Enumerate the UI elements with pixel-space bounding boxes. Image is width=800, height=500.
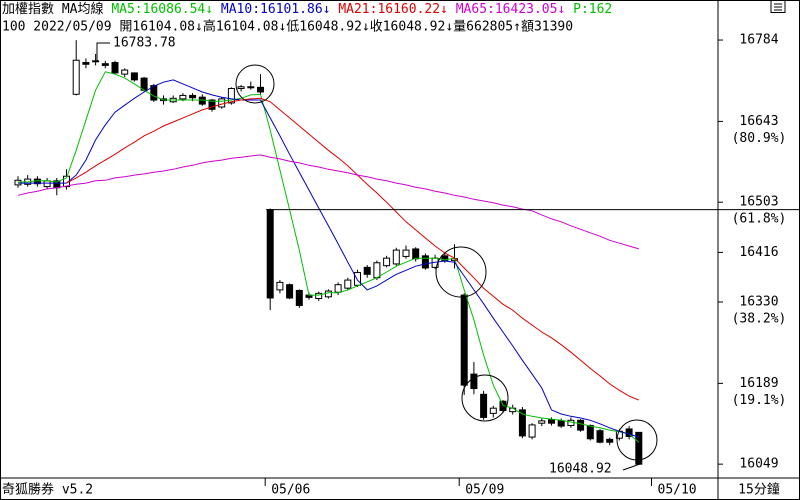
candle-body [392,249,400,265]
candle-body [383,257,391,267]
candle-body [538,420,546,424]
x-tick-label: 05/06 [271,483,310,498]
candle-body [150,85,158,101]
candle-body [373,262,381,279]
x-tick-label: 05/09 [465,483,504,498]
header-row1: 加權指數 MA均線 MA5:16086.54↓ MA10:16101.86↓ M… [2,1,612,17]
candle-body [344,279,352,289]
candle-body [218,98,226,108]
candle-body [189,94,197,99]
candle-body [586,424,594,440]
period: 15分鐘 [738,482,780,498]
candle-body [92,60,100,63]
candle-body [528,424,536,438]
y-tick-label: 16049 [739,457,778,472]
candle-body [441,255,449,261]
y-tick-label: 16330 [739,295,778,310]
candle-body [489,407,497,414]
y-tick-label: 16189 [739,376,778,391]
low-leader [622,463,641,471]
highlight-circle [435,246,487,298]
fib-label: (19.1%) [732,393,787,408]
candle-body [557,420,565,427]
y-tick-label: 16784 [739,33,778,48]
candle-body [334,284,342,293]
highlight-circle [461,374,509,422]
candle-body [518,409,526,437]
legend-entry: MA5:16086.54↓ [111,2,213,17]
candle-body [354,272,361,286]
legend-entry: MA10:16101.86↓ [221,2,331,17]
low-annotation: 16048.92 [549,462,612,477]
indicator: MA均線 [62,1,104,17]
candle-body [121,69,129,75]
candle-body [315,292,323,300]
y-tick-label: 16643 [739,114,778,129]
header-row2: 100 2022/05/09 開16104.08↓高16104.08↓低1604… [2,19,573,35]
x-tick-label: 05/10 [658,483,697,498]
candle-body [82,62,90,65]
candle-body [324,290,332,298]
index-name: 加權指數 [2,2,54,17]
candle-body [208,99,216,110]
y-axis: 16784 16643 (80.9%) 16503 (61.8%) 16416 16330 (… [718,33,786,472]
high-leader [96,42,110,62]
candle-body [111,62,119,74]
software-name: 奇狐勝券 v5.2 [2,482,93,498]
ma-line [17,154,639,250]
header: 加權指數 MA均線 MA5:16086.54↓ MA10:16101.86↓ M… [2,1,612,35]
plot-area [14,40,643,465]
high-annotation: 16783.78 [113,36,176,51]
candle-body [72,59,80,95]
y-tick-label: 16416 [739,245,778,260]
candle-body [606,438,614,443]
candle-body [460,294,468,386]
candle-body [577,419,585,431]
candle-body [286,284,294,299]
candle-body [43,180,51,188]
candle-body [14,179,22,186]
candle-body [130,72,138,81]
candle-body [363,266,371,275]
fib-label: (61.8%) [732,212,787,227]
candle-body [247,86,255,89]
candle-body [295,289,303,306]
candle-body [257,86,264,93]
right-panel [718,1,799,499]
candle-body [266,209,274,299]
legend-entry: MA21:16160.22↓ [338,2,448,17]
candle-body [421,255,429,269]
candle-body [276,281,284,291]
candle-body [237,86,245,90]
highlight-circle [616,419,658,461]
candle-body [227,88,235,104]
x-axis: 05/06 05/09 05/10 [264,478,697,498]
legend-entry: P:162 [573,2,612,17]
candle-body [470,373,478,390]
candle-body [548,419,555,424]
ma-line [18,71,640,443]
candle-body [402,249,410,257]
ma-line [18,79,639,438]
candle-body [101,63,109,66]
ma-line [66,97,639,401]
candle-body [179,94,187,100]
fib-label: (80.9%) [732,131,787,146]
candle-body [480,393,488,418]
highlight-circle [235,64,275,104]
candle-body [596,430,604,443]
candle-body [625,428,633,437]
y-tick-label: 16503 [739,195,778,210]
candle-body [412,248,420,260]
legend-entry: MA65:16423.05↓ [456,2,566,17]
fib-label: (38.2%) [732,312,787,327]
